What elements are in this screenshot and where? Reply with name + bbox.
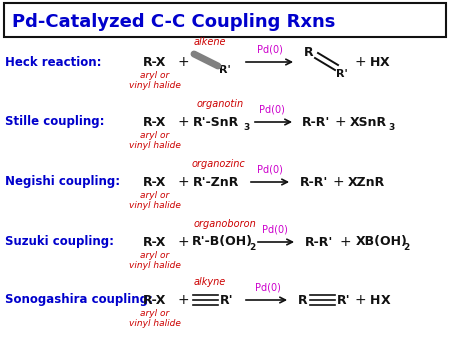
Text: +: + [177, 293, 189, 307]
Text: Negishi coupling:: Negishi coupling: [5, 175, 120, 189]
Text: +: + [177, 115, 189, 129]
Text: vinyl halide: vinyl halide [129, 262, 181, 270]
Text: Pd-Catalyzed C-C Coupling Rxns: Pd-Catalyzed C-C Coupling Rxns [12, 13, 335, 31]
Text: R-X: R-X [143, 116, 166, 128]
Text: aryl or: aryl or [140, 251, 170, 261]
Text: R: R [304, 47, 314, 59]
Text: X: X [380, 55, 390, 69]
Text: X: X [381, 293, 391, 307]
Text: vinyl halide: vinyl halide [129, 142, 181, 150]
Text: R-X: R-X [143, 293, 166, 307]
Text: +: + [177, 55, 189, 69]
Text: Pd(0): Pd(0) [262, 225, 288, 235]
Text: R-X: R-X [143, 236, 166, 248]
Text: alkyne: alkyne [194, 277, 226, 287]
Text: 3: 3 [388, 122, 394, 131]
Text: +: + [354, 55, 366, 69]
Text: R-R': R-R' [305, 236, 333, 248]
Text: +: + [334, 115, 346, 129]
Text: 2: 2 [249, 242, 255, 251]
Text: 2: 2 [403, 242, 409, 251]
Text: Pd(0): Pd(0) [257, 165, 283, 175]
Text: R': R' [337, 293, 351, 307]
Text: R'-ZnR: R'-ZnR [193, 175, 239, 189]
Text: aryl or: aryl or [140, 72, 170, 80]
Text: R: R [298, 293, 308, 307]
Text: R'-B(OH): R'-B(OH) [192, 236, 253, 248]
Text: R-X: R-X [143, 175, 166, 189]
Text: R-R': R-R' [302, 116, 330, 128]
Text: H: H [370, 55, 380, 69]
Text: +: + [177, 235, 189, 249]
Text: Sonogashira coupling:: Sonogashira coupling: [5, 293, 153, 307]
Text: Pd(0): Pd(0) [259, 105, 285, 115]
Text: XSnR: XSnR [350, 116, 387, 128]
Text: aryl or: aryl or [140, 192, 170, 200]
Text: +: + [339, 235, 351, 249]
Text: Suzuki coupling:: Suzuki coupling: [5, 236, 114, 248]
Text: aryl or: aryl or [140, 131, 170, 141]
Text: +: + [177, 175, 189, 189]
Text: H: H [370, 293, 380, 307]
FancyBboxPatch shape [4, 3, 446, 37]
Text: organotin: organotin [197, 99, 243, 109]
Text: R-R': R-R' [300, 175, 328, 189]
Text: R': R' [219, 65, 231, 75]
Text: vinyl halide: vinyl halide [129, 81, 181, 91]
Text: +: + [332, 175, 344, 189]
Text: vinyl halide: vinyl halide [129, 201, 181, 211]
Text: vinyl halide: vinyl halide [129, 319, 181, 329]
Text: aryl or: aryl or [140, 310, 170, 318]
Text: Heck reaction:: Heck reaction: [5, 55, 102, 69]
Text: R': R' [336, 69, 348, 79]
Text: R-X: R-X [143, 55, 166, 69]
Text: Pd(0): Pd(0) [255, 283, 281, 293]
Text: organozinc: organozinc [191, 159, 245, 169]
Text: organoboron: organoboron [194, 219, 256, 229]
Text: alkene: alkene [194, 37, 226, 47]
Text: XZnR: XZnR [348, 175, 385, 189]
Text: +: + [354, 293, 366, 307]
Text: R': R' [220, 293, 234, 307]
Text: Pd(0): Pd(0) [257, 45, 283, 55]
Text: Stille coupling:: Stille coupling: [5, 116, 104, 128]
Text: 3: 3 [243, 122, 249, 131]
Text: R'-SnR: R'-SnR [193, 116, 239, 128]
Text: XB(OH): XB(OH) [356, 236, 408, 248]
